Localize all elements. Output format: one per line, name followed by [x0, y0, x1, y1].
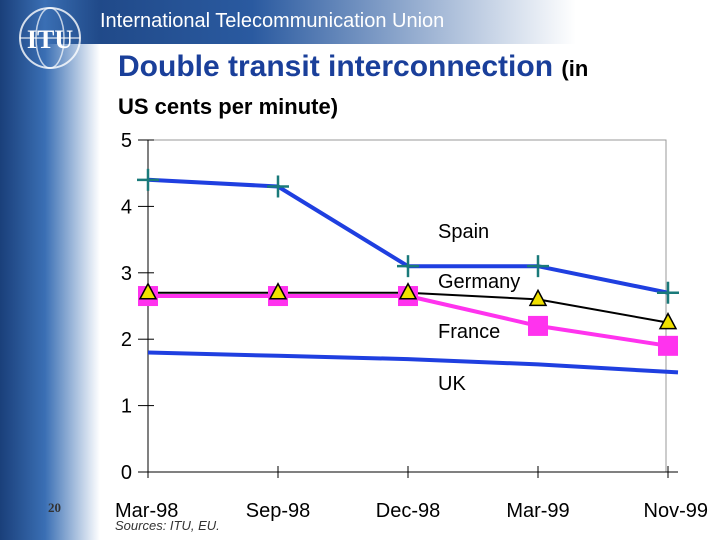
organization-name: International Telecommunication Union [100, 10, 445, 32]
slide-number: 20 [48, 500, 61, 515]
series-label-spain: Spain [438, 221, 489, 243]
series-label-uk: UK [438, 373, 466, 395]
x-tick-label: Mar-98 [115, 500, 178, 522]
tick-labels: 0 1 2 3 4 5 Mar-98 Sep-98 Dec-98 Mar-99 Nov-99 [115, 130, 708, 522]
slide-title-paren: (in [561, 56, 589, 81]
y-tick-label: 5 [121, 130, 132, 152]
series-label-germany: Germany [438, 271, 520, 293]
logo-text: ITU [27, 25, 73, 54]
france-square-marker [658, 335, 678, 356]
slide-title-line2: US cents per minute) [118, 94, 339, 119]
x-tick-label: Dec-98 [376, 500, 440, 522]
germany-triangle-marker [658, 312, 678, 330]
left-decorative-band [0, 0, 100, 540]
france-square-marker [528, 315, 548, 336]
slide-title-main: Double transit interconnection [118, 50, 554, 83]
header-band [0, 0, 720, 44]
germany-triangle-marker [268, 282, 288, 300]
x-tick-label: Mar-99 [506, 500, 569, 522]
germany-triangle-marker [528, 288, 548, 307]
y-tick-label: 4 [121, 196, 132, 218]
y-tick-label: 2 [121, 329, 132, 351]
series-line-uk [147, 350, 679, 375]
itu-logo-icon: ITU [19, 7, 81, 69]
sources-note: Sources: ITU, EU. [115, 518, 220, 533]
x-tick-label: Nov-99 [644, 500, 708, 522]
y-tick-label: 3 [121, 263, 132, 285]
germany-triangle-marker [398, 282, 418, 300]
x-tick-label: Sep-98 [246, 500, 311, 522]
series-label-france: France [438, 321, 500, 343]
markers-group [137, 168, 679, 356]
germany-triangle-marker [138, 282, 158, 300]
y-tick-label: 0 [121, 462, 132, 484]
y-tick-label: 1 [121, 396, 132, 418]
slide-title: Double transit interconnection (in [118, 50, 588, 84]
